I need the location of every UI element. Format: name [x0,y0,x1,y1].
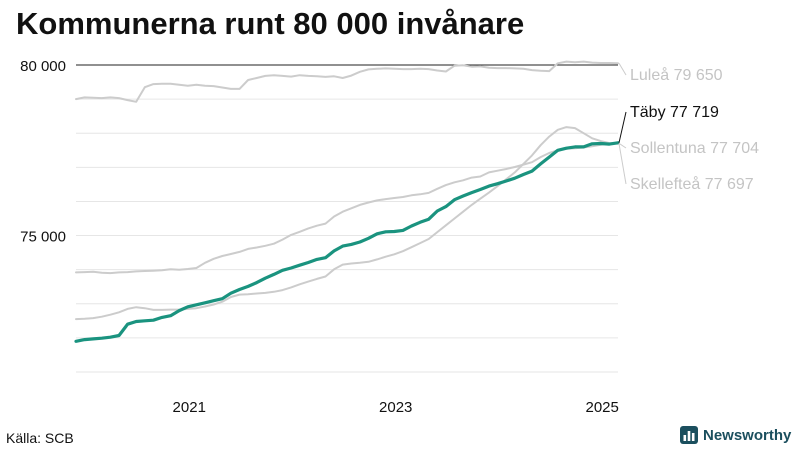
series-label-skellefte-: Skellefteå 77 697 [630,175,754,193]
label-leader-line [618,142,627,149]
series-line-t-by [74,141,620,343]
series-line-skellefte- [75,126,619,321]
series-lines [74,60,620,343]
brand-name: Newsworthy [703,426,792,444]
x-tick-label: 2023 [379,399,412,416]
label-leader-line [618,143,627,185]
bar-chart-icon [680,426,698,444]
series-labels: Luleå 79 650 Täby 77 719 Sollentuna 77 704… [618,63,759,193]
grid-lines [76,64,618,373]
axes: 75 000 80 000 2021 2023 2025 [20,58,619,416]
series-line-lule- [75,60,619,103]
source-note: Källa: SCB [6,430,74,446]
label-leader-line [618,111,627,143]
x-tick-label: 2021 [173,399,206,416]
y-tick-label: 80 000 [20,58,66,75]
series-line-sollentuna [75,142,619,275]
y-tick-label: 75 000 [20,229,66,246]
label-leader-line [618,63,627,76]
brand-logo[interactable]: Newsworthy [680,426,791,444]
series-label-lule-: Luleå 79 650 [630,66,723,84]
chart-title: Kommunerna runt 80 000 invånare [16,6,525,41]
series-label-t-by: Täby 77 719 [630,104,719,121]
x-tick-label: 2025 [586,399,619,416]
series-label-sollentuna: Sollentuna 77 704 [630,140,759,157]
